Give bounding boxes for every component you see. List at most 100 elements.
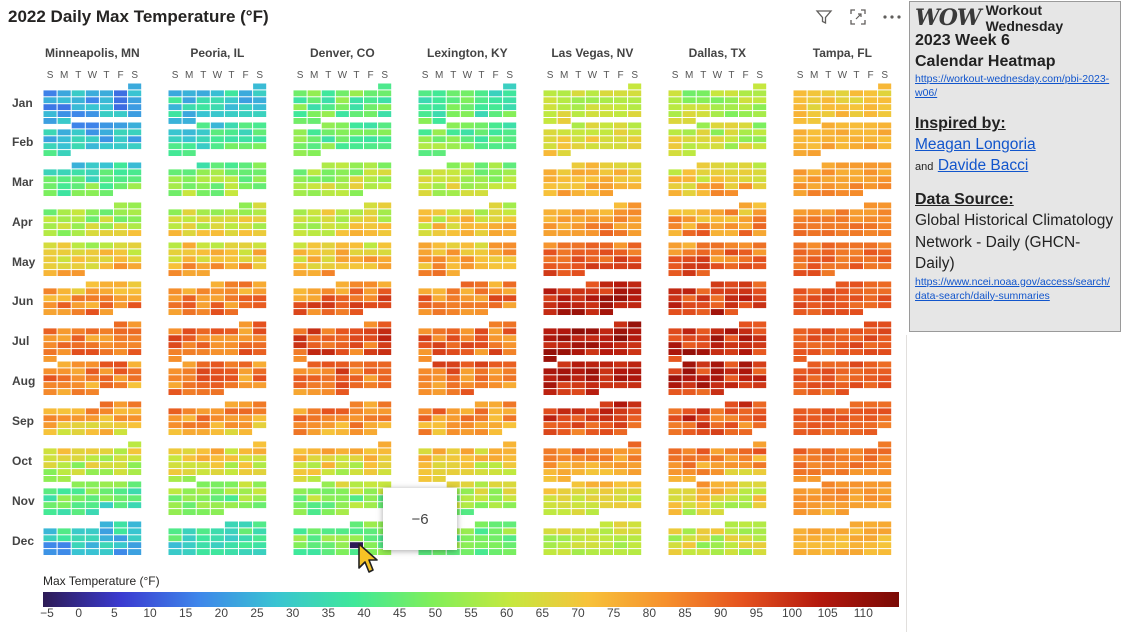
day-cell[interactable] — [321, 190, 335, 196]
day-cell[interactable] — [349, 481, 363, 488]
day-cell[interactable] — [71, 349, 85, 355]
day-cell[interactable] — [293, 118, 307, 124]
day-cell[interactable] — [503, 542, 517, 549]
day-cell[interactable] — [460, 216, 474, 223]
day-cell[interactable] — [503, 230, 517, 236]
day-cell[interactable] — [128, 408, 142, 415]
day-cell[interactable] — [753, 328, 767, 335]
day-cell[interactable] — [57, 209, 71, 216]
day-cell[interactable] — [628, 176, 642, 183]
day-cell[interactable] — [114, 97, 128, 104]
day-cell[interactable] — [128, 488, 142, 495]
day-cell[interactable] — [739, 361, 753, 368]
day-cell[interactable] — [724, 342, 738, 349]
day-cell[interactable] — [239, 349, 253, 355]
day-cell[interactable] — [571, 209, 585, 216]
day-cell[interactable] — [182, 143, 196, 150]
day-cell[interactable] — [210, 281, 224, 288]
day-cell[interactable] — [807, 335, 821, 342]
day-cell[interactable] — [835, 256, 849, 263]
day-cell[interactable] — [599, 302, 613, 309]
day-cell[interactable] — [210, 223, 224, 230]
day-cell[interactable] — [628, 328, 642, 335]
day-cell[interactable] — [489, 422, 503, 429]
day-cell[interactable] — [460, 361, 474, 368]
day-cell[interactable] — [460, 375, 474, 382]
day-cell[interactable] — [43, 150, 57, 156]
day-cell[interactable] — [753, 528, 767, 535]
day-cell[interactable] — [585, 335, 599, 342]
day-cell[interactable] — [43, 309, 57, 315]
day-cell[interactable] — [668, 263, 682, 270]
day-cell[interactable] — [196, 169, 210, 176]
day-cell[interactable] — [253, 249, 267, 256]
day-cell[interactable] — [682, 230, 696, 236]
day-cell[interactable] — [57, 448, 71, 455]
day-cell[interactable] — [793, 129, 807, 136]
day-cell[interactable] — [418, 415, 432, 422]
day-cell[interactable] — [878, 408, 892, 415]
day-cell[interactable] — [599, 190, 613, 196]
day-cell[interactable] — [614, 249, 628, 256]
day-cell[interactable] — [128, 97, 142, 104]
day-cell[interactable] — [446, 90, 460, 97]
day-cell[interactable] — [364, 528, 378, 535]
day-cell[interactable] — [739, 321, 753, 328]
day-cell[interactable] — [543, 349, 557, 355]
day-cell[interactable] — [821, 256, 835, 263]
day-cell[interactable] — [196, 509, 210, 515]
day-cell[interactable] — [71, 309, 85, 315]
day-cell[interactable] — [224, 263, 238, 270]
day-cell[interactable] — [182, 249, 196, 256]
day-cell[interactable] — [710, 223, 724, 230]
day-cell[interactable] — [793, 375, 807, 382]
day-cell[interactable] — [628, 415, 642, 422]
day-cell[interactable] — [99, 169, 113, 176]
day-cell[interactable] — [307, 429, 321, 435]
day-cell[interactable] — [668, 462, 682, 469]
day-cell[interactable] — [489, 183, 503, 190]
day-cell[interactable] — [253, 361, 267, 368]
day-cell[interactable] — [753, 230, 767, 236]
day-cell[interactable] — [182, 118, 196, 124]
day-cell[interactable] — [460, 335, 474, 342]
day-cell[interactable] — [489, 321, 503, 328]
day-cell[interactable] — [99, 223, 113, 230]
day-cell[interactable] — [307, 549, 321, 555]
day-cell[interactable] — [821, 509, 835, 515]
day-cell[interactable] — [182, 408, 196, 415]
day-cell[interactable] — [85, 469, 99, 475]
day-cell[interactable] — [85, 216, 99, 223]
day-cell[interactable] — [378, 104, 392, 111]
day-cell[interactable] — [739, 495, 753, 502]
day-cell[interactable] — [807, 169, 821, 176]
day-cell[interactable] — [489, 349, 503, 355]
day-cell[interactable] — [43, 90, 57, 97]
day-cell[interactable] — [682, 183, 696, 190]
day-cell[interactable] — [418, 309, 432, 315]
day-cell[interactable] — [460, 129, 474, 136]
day-cell[interactable] — [446, 288, 460, 295]
day-cell[interactable] — [99, 429, 113, 435]
day-cell[interactable] — [753, 455, 767, 462]
day-cell[interactable] — [85, 488, 99, 495]
day-cell[interactable] — [168, 230, 182, 236]
day-cell[interactable] — [335, 216, 349, 223]
day-cell[interactable] — [432, 270, 446, 276]
day-cell[interactable] — [753, 249, 767, 256]
day-cell[interactable] — [585, 502, 599, 509]
day-cell[interactable] — [864, 455, 878, 462]
day-cell[interactable] — [710, 281, 724, 288]
day-cell[interactable] — [878, 401, 892, 408]
day-cell[interactable] — [710, 263, 724, 270]
day-cell[interactable] — [668, 190, 682, 196]
day-cell[interactable] — [821, 335, 835, 342]
day-cell[interactable] — [724, 382, 738, 389]
day-cell[interactable] — [710, 230, 724, 236]
day-cell[interactable] — [168, 328, 182, 335]
day-cell[interactable] — [821, 288, 835, 295]
day-cell[interactable] — [253, 349, 267, 355]
day-cell[interactable] — [696, 136, 710, 143]
day-cell[interactable] — [196, 382, 210, 389]
day-cell[interactable] — [321, 448, 335, 455]
